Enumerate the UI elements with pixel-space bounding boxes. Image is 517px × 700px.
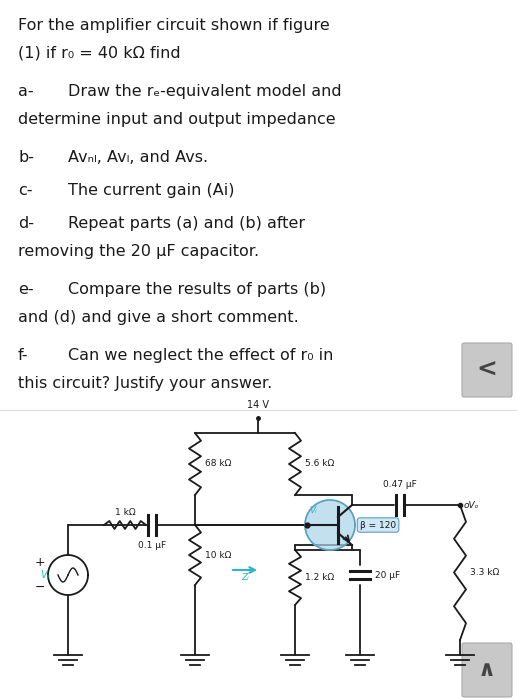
Text: β = 120: β = 120 (360, 521, 396, 529)
Text: 10 kΩ: 10 kΩ (205, 550, 232, 559)
Text: 68 kΩ: 68 kΩ (205, 459, 232, 468)
Text: 14 V: 14 V (247, 400, 269, 410)
Text: Repeat parts (a) and (b) after: Repeat parts (a) and (b) after (68, 216, 305, 231)
Text: Vᵢ: Vᵢ (309, 506, 317, 515)
Text: ∧: ∧ (478, 660, 496, 680)
Text: +: + (35, 556, 45, 570)
Text: 0.1 μF: 0.1 μF (138, 541, 166, 550)
Text: 1 kΩ: 1 kΩ (115, 508, 135, 517)
Text: <: < (477, 358, 497, 382)
Text: e-: e- (18, 282, 34, 297)
Text: Zᵢ: Zᵢ (241, 573, 249, 582)
Text: Draw the rₑ-equivalent model and: Draw the rₑ-equivalent model and (68, 84, 342, 99)
Text: Compare the results of parts (b): Compare the results of parts (b) (68, 282, 326, 297)
Text: removing the 20 μF capacitor.: removing the 20 μF capacitor. (18, 244, 259, 259)
Text: c-: c- (18, 183, 33, 198)
Text: b-: b- (18, 150, 34, 165)
Text: 1.2 kΩ: 1.2 kΩ (305, 573, 334, 582)
Text: 3.3 kΩ: 3.3 kΩ (470, 568, 499, 577)
Polygon shape (305, 500, 355, 550)
Text: oVₒ: oVₒ (464, 500, 479, 510)
FancyBboxPatch shape (462, 643, 512, 697)
Text: −: − (35, 580, 45, 594)
Text: 5.6 kΩ: 5.6 kΩ (305, 459, 334, 468)
FancyBboxPatch shape (462, 343, 512, 397)
Text: Avₙₗ, Avₗ, and Avs.: Avₙₗ, Avₗ, and Avs. (68, 150, 208, 165)
Text: a-: a- (18, 84, 34, 99)
Text: 20 μF: 20 μF (375, 570, 400, 580)
Text: this circuit? Justify your answer.: this circuit? Justify your answer. (18, 376, 272, 391)
Text: (1) if r₀ = 40 kΩ find: (1) if r₀ = 40 kΩ find (18, 46, 180, 61)
Text: Vₛ: Vₛ (40, 570, 50, 580)
Text: and (d) and give a short comment.: and (d) and give a short comment. (18, 310, 299, 325)
Text: f-: f- (18, 348, 28, 363)
Text: Can we neglect the effect of r₀ in: Can we neglect the effect of r₀ in (68, 348, 333, 363)
Text: The current gain (Ai): The current gain (Ai) (68, 183, 235, 198)
Text: 0.47 μF: 0.47 μF (383, 480, 417, 489)
Text: For the amplifier circuit shown if figure: For the amplifier circuit shown if figur… (18, 18, 330, 33)
Text: determine input and output impedance: determine input and output impedance (18, 112, 336, 127)
Text: d-: d- (18, 216, 34, 231)
